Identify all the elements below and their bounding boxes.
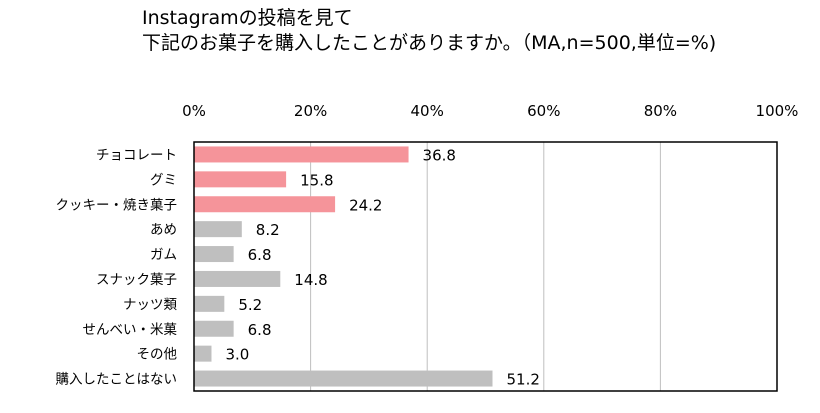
category-label-1: グミ xyxy=(150,172,177,188)
value-label-4: 6.8 xyxy=(248,246,272,264)
category-label-5: スナック菓子 xyxy=(96,272,177,288)
bar-5 xyxy=(194,270,281,287)
chart-title: Instagramの投稿を見て 下記のお菓子を購入したことがありますか。（MA,… xyxy=(142,6,716,56)
plot-frame xyxy=(193,141,778,392)
category-label-4: ガム xyxy=(150,247,177,263)
bar-9 xyxy=(194,370,493,387)
value-label-7: 6.8 xyxy=(248,321,272,339)
bar-7 xyxy=(194,320,234,337)
x-tick-label-2: 40% xyxy=(411,102,444,120)
bar-0 xyxy=(194,146,409,163)
value-label-3: 8.2 xyxy=(256,221,280,239)
x-tick-label-5: 100% xyxy=(756,102,799,120)
bar-2 xyxy=(194,196,336,213)
bar-8 xyxy=(194,345,212,362)
value-label-1: 15.8 xyxy=(300,171,333,189)
category-label-6: ナッツ類 xyxy=(123,297,177,313)
value-label-8: 3.0 xyxy=(225,346,249,364)
x-tick-label-3: 60% xyxy=(527,102,560,120)
x-tick-label-4: 80% xyxy=(644,102,677,120)
value-label-2: 24.2 xyxy=(349,196,382,214)
x-tick-label-0: 0% xyxy=(182,102,206,120)
category-label-0: チョコレート xyxy=(96,147,177,163)
value-label-5: 14.8 xyxy=(294,271,327,289)
bar-3 xyxy=(194,221,242,238)
category-label-2: クッキー・焼き菓子 xyxy=(56,197,178,213)
value-label-9: 51.2 xyxy=(506,371,539,389)
chart-title-line-2: 下記のお菓子を購入したことがありますか。（MA,n=500,単位=%) xyxy=(142,32,717,54)
category-label-8: その他 xyxy=(137,347,178,363)
category-label-7: せんべい・米菓 xyxy=(83,322,178,338)
bar-1 xyxy=(194,171,287,188)
value-label-0: 36.8 xyxy=(423,146,456,164)
x-tick-label-1: 20% xyxy=(294,102,327,120)
chart-title-line-1: Instagramの投稿を見て xyxy=(142,7,353,29)
category-label-3: あめ xyxy=(150,222,177,238)
category-label-9: 購入したことはない xyxy=(56,372,178,388)
bar-6 xyxy=(194,295,225,312)
bar-4 xyxy=(194,246,234,263)
value-label-6: 5.2 xyxy=(238,296,262,314)
